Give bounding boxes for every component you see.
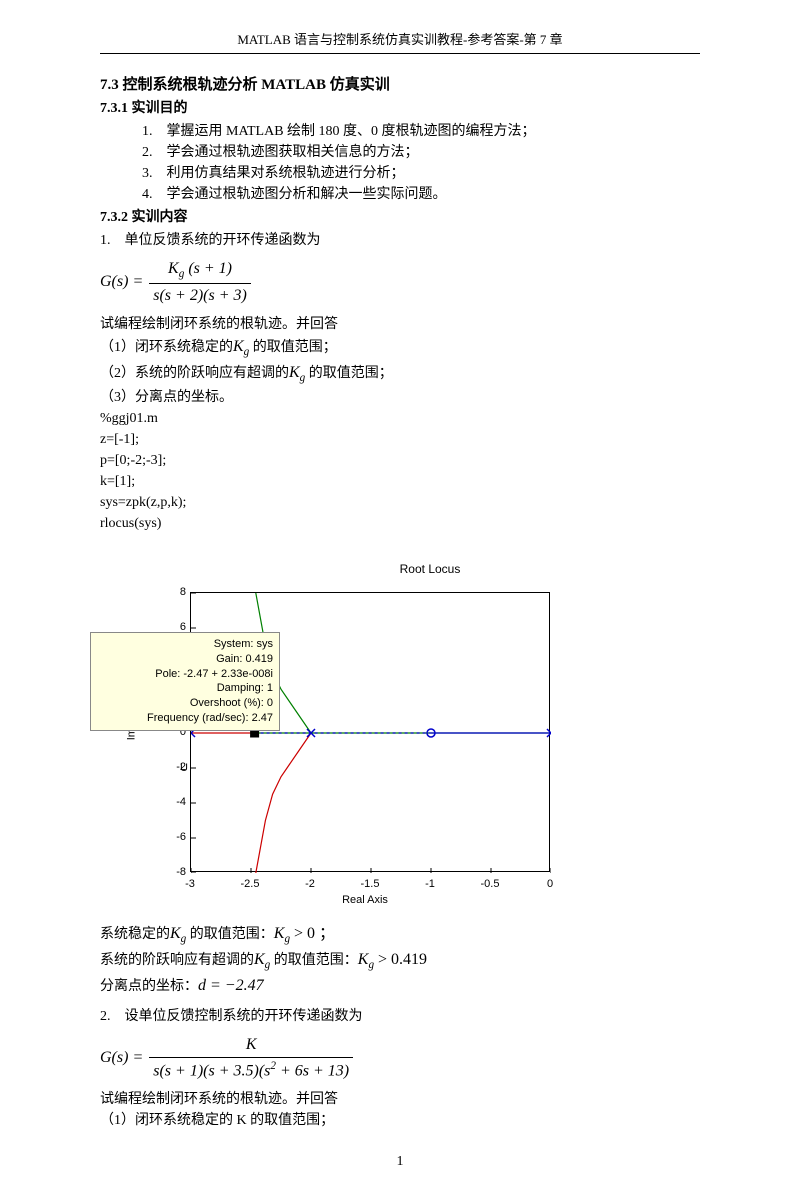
code-line: z=[-1]; (100, 429, 700, 450)
code-line: %ggj01.m (100, 408, 700, 429)
code-line: k=[1]; (100, 471, 700, 492)
tooltip-line: System: sys (97, 637, 273, 652)
question-intro: 2. 设单位反馈控制系统的开环传递函数为 (100, 1006, 700, 1027)
chart-title: Root Locus (160, 560, 700, 578)
chart-xtick: 0 (535, 876, 565, 893)
chart-xtick: -1 (415, 876, 445, 893)
code-line: sys=zpk(z,p,k); (100, 492, 700, 513)
question-subitem: （2）系统的阶跃响应有超调的Kg 的取值范围； (100, 361, 700, 387)
equation: G(s) = K s(s + 1)(s + 3.5)(s2 + 6s + 13) (100, 1033, 700, 1083)
subsection-title: 7.3.1 实训目的 (100, 98, 700, 119)
eq-numerator: Kg (s + 1) (149, 257, 251, 284)
chart-ytick: -4 (162, 794, 186, 811)
code-line: rlocus(sys) (100, 513, 700, 534)
chart-xtick: -0.5 (475, 876, 505, 893)
chart-xlabel: Real Axis (160, 892, 570, 909)
objective-item: 2. 学会通过根轨迹图获取相关信息的方法； (142, 142, 700, 163)
code-line: p=[0;-2;-3]; (100, 450, 700, 471)
eq-lhs: G(s) = (100, 273, 147, 290)
answer-line: 分离点的坐标：d = −2.47 (100, 974, 700, 998)
chart-xtick: -1.5 (355, 876, 385, 893)
chart-ylabel-u: U (180, 760, 188, 777)
page-header: MATLAB 语言与控制系统仿真实训教程-参考答案-第 7 章 (100, 30, 700, 54)
question-subitem: （1）闭环系统稳定的 K 的取值范围； (100, 1110, 700, 1131)
tooltip-line: Gain: 0.419 (97, 652, 273, 667)
tooltip-line: Frequency (rad/sec): 2.47 (97, 711, 273, 726)
page-number: 1 (100, 1151, 700, 1172)
chart-tooltip: System: sys Gain: 0.419 Pole: -2.47 + 2.… (90, 632, 280, 731)
chart-ytick: 8 (162, 584, 186, 601)
eq-numerator: K (149, 1033, 353, 1058)
answer-line: 系统的阶跃响应有超调的Kg 的取值范围：Kg > 0.419 (100, 948, 700, 974)
objective-item: 4. 学会通过根轨迹图分析和解决一些实际问题。 (142, 184, 700, 205)
question-subitem: （1）闭环系统稳定的Kg 的取值范围； (100, 335, 700, 361)
objective-item: 1. 掌握运用 MATLAB 绘制 180 度、0 度根轨迹图的编程方法； (142, 121, 700, 142)
section-title: 7.3 控制系统根轨迹分析 MATLAB 仿真实训 (100, 74, 700, 97)
question-subitem: （3）分离点的坐标。 (100, 387, 700, 408)
eq-lhs: G(s) = (100, 1049, 147, 1066)
chart-ytick: -6 (162, 829, 186, 846)
equation: G(s) = Kg (s + 1) s(s + 2)(s + 3) (100, 257, 700, 308)
tooltip-line: Pole: -2.47 + 2.33e-008i (97, 667, 273, 682)
root-locus-chart: Root Locus -8-6-4-202468 -3-2.5-2-1.5-1-… (100, 560, 700, 912)
tooltip-line: Damping: 1 (97, 681, 273, 696)
subsection-title: 7.3.2 实训内容 (100, 207, 700, 228)
eq-denominator: s(s + 1)(s + 3.5)(s2 + 6s + 13) (149, 1058, 353, 1083)
question-prompt: 试编程绘制闭环系统的根轨迹。并回答 (100, 1089, 700, 1110)
chart-xtick: -2.5 (235, 876, 265, 893)
question-intro: 1. 单位反馈系统的开环传递函数为 (100, 230, 700, 251)
eq-denominator: s(s + 2)(s + 3) (149, 284, 251, 308)
question-prompt: 试编程绘制闭环系统的根轨迹。并回答 (100, 314, 700, 335)
chart-xtick: -3 (175, 876, 205, 893)
chart-xtick: -2 (295, 876, 325, 893)
answer-line: 系统稳定的Kg 的取值范围：Kg > 0 ； (100, 922, 700, 948)
objective-item: 3. 利用仿真结果对系统根轨迹进行分析； (142, 163, 700, 184)
tooltip-line: Overshoot (%): 0 (97, 696, 273, 711)
